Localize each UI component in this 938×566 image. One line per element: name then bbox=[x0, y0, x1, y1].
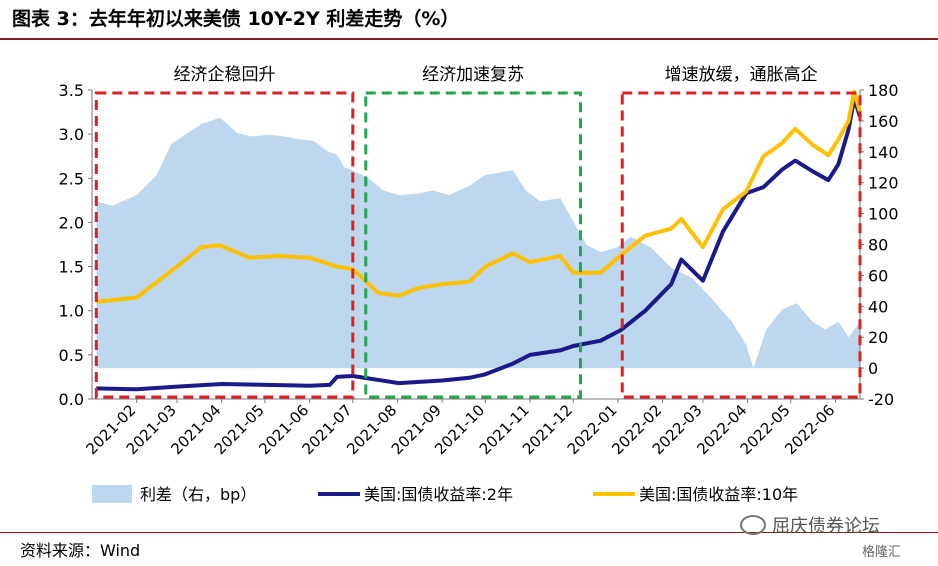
y-right-tick-label: -20 bbox=[868, 390, 894, 409]
y-right-tick-label: 120 bbox=[868, 174, 899, 193]
y-left-tick-label: 0.5 bbox=[59, 346, 84, 365]
line-2y bbox=[96, 96, 862, 392]
legend-label-2y: 美国:国债收益率:2年 bbox=[364, 485, 513, 504]
chart-title: 图表 3：去年年初以来美债 10Y-2Y 利差走势（%） bbox=[12, 8, 460, 30]
watermark: 屈庆债券论坛 bbox=[740, 512, 880, 538]
y-right-tick-label: 60 bbox=[868, 266, 888, 285]
period-box bbox=[94, 91, 355, 399]
y-left-tick-label: 0.0 bbox=[59, 390, 84, 409]
y-left-tick-label: 2.5 bbox=[59, 169, 84, 188]
y-right-tick-label: 100 bbox=[868, 205, 899, 224]
watermark-brand: 格隆汇 bbox=[862, 545, 902, 560]
legend-label-10y: 美国:国债收益率:10年 bbox=[639, 485, 798, 504]
y-left-tick-label: 3.5 bbox=[59, 81, 84, 100]
footer-rule bbox=[0, 532, 938, 533]
y-right-tick-label: 140 bbox=[868, 143, 899, 162]
y-right-tick-label: 40 bbox=[868, 297, 888, 316]
y-right-tick-label: 180 bbox=[868, 81, 899, 100]
legend-swatch-spread bbox=[92, 485, 132, 503]
x-tick-label: 2022-06 bbox=[781, 401, 838, 458]
watermark-text: 屈庆债券论坛 bbox=[772, 516, 880, 537]
y-right-tick-label: 160 bbox=[868, 112, 899, 131]
period-label: 经济企稳回升 bbox=[174, 65, 276, 85]
period-box bbox=[620, 91, 862, 399]
wechat-icon bbox=[740, 515, 766, 535]
legend-label-spread: 利差（右，bp） bbox=[140, 485, 256, 504]
period-box bbox=[364, 91, 582, 399]
line-10y bbox=[96, 89, 862, 304]
title-rule bbox=[0, 38, 938, 40]
y-left-tick-label: 3.0 bbox=[59, 125, 84, 144]
y-left-tick-label: 1.0 bbox=[59, 302, 84, 321]
period-label: 增速放缓，通胀高企 bbox=[665, 65, 818, 85]
y-right-tick-label: 80 bbox=[868, 236, 888, 255]
y-right-tick-label: 0 bbox=[868, 359, 878, 378]
spread-area bbox=[96, 117, 861, 369]
y-left-tick-label: 1.5 bbox=[59, 258, 84, 277]
chart-canvas: 0.0 0.5 1.0 1.5 2.0 2.5 3.0 3.5 -20 0 20 40 60 80 100 1… bbox=[59, 65, 899, 504]
y-right-tick-label: 20 bbox=[868, 328, 888, 347]
source-note: 资料来源：Wind bbox=[20, 541, 141, 560]
y-left-tick-label: 2.0 bbox=[59, 213, 84, 232]
period-label: 经济加速复苏 bbox=[422, 65, 524, 85]
